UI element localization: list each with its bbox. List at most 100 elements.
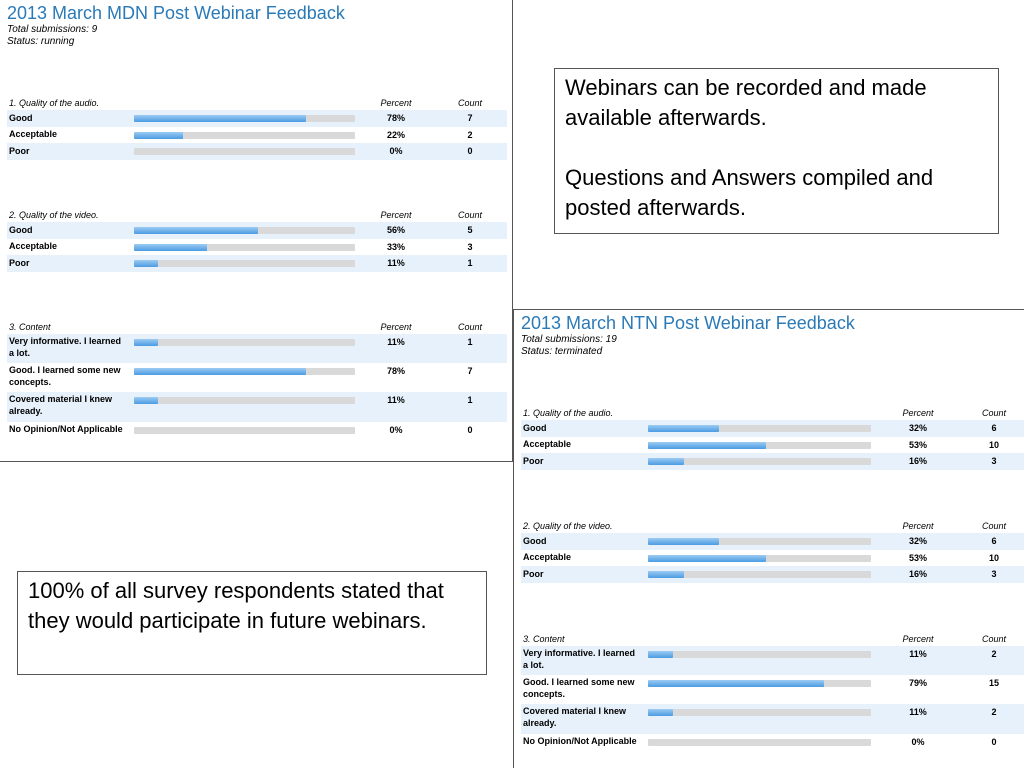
answer-count: 0 (467, 424, 473, 435)
answer-row: Covered material I knew already. 11% 1 (7, 392, 507, 422)
question-block: 1. Quality of the audio. Percent Count Good… (7, 98, 507, 161)
percent-bar (134, 426, 355, 434)
answer-count: 3 (467, 241, 473, 252)
question-block: 1. Quality of the audio. Percent Count Good… (521, 408, 1024, 471)
answer-label: Acceptable (9, 129, 58, 140)
answer-row: Very informative. I learned a lot. 11% 2 (521, 646, 1024, 676)
answer-label: Very informative. I learned a lot. (523, 648, 636, 670)
total-submissions: Total submissions: 9 (7, 24, 98, 35)
percent-bar-fill (134, 368, 307, 376)
answer-label: Acceptable (523, 439, 572, 450)
survey-panel-mdn: 2013 March MDN Post Webinar Feedback Tot… (0, 0, 513, 462)
answer-row: No Opinion/Not Applicable 0% 0 (521, 734, 1024, 763)
percent-header: Percent (380, 98, 412, 108)
question-header: 3. Content Percent Count (7, 322, 507, 334)
percent-bar (134, 114, 355, 122)
answer-percent: 11% (387, 395, 405, 406)
answer-count: 5 (467, 224, 473, 235)
answer-row: Good 56% 5 (7, 222, 507, 239)
question-header: 2. Quality of the video. Percent Count (7, 210, 507, 222)
count-header: Count (457, 210, 483, 220)
answer-label: Good (523, 422, 547, 433)
percent-bar (648, 554, 871, 562)
answer-row: Poor 16% 3 (521, 453, 1024, 471)
answer-percent: 0% (389, 146, 403, 157)
percent-bar (134, 243, 355, 251)
answer-count: 6 (991, 535, 997, 546)
survey-status: Status: running (7, 36, 75, 47)
total-submissions: Total submissions: 19 (521, 334, 617, 345)
answer-label: Very informative. I learned a lot. (9, 336, 122, 358)
answer-percent: 79% (908, 678, 927, 689)
answer-count: 0 (467, 146, 473, 157)
answer-percent: 78% (386, 112, 405, 123)
question-block: 2. Quality of the video. Percent Count Good… (7, 210, 507, 273)
answer-label: Poor (523, 455, 544, 466)
percent-bar-fill (134, 339, 159, 346)
question-label: 2. Quality of the video. (523, 521, 613, 531)
percent-bar (648, 424, 871, 432)
percent-bar-fill (134, 131, 183, 139)
answer-percent: 32% (908, 422, 927, 433)
question-header: 3. Content Percent Count (521, 634, 1024, 646)
percent-bar (134, 131, 355, 139)
percent-header: Percent (380, 322, 412, 332)
answer-count: 0 (991, 736, 997, 747)
answer-count: 3 (991, 456, 997, 467)
answer-label: Good (9, 112, 33, 123)
answer-label: Covered material I knew already. (523, 706, 627, 728)
answer-label: Good. I learned some new concepts. (9, 365, 121, 387)
percent-bar-fill (134, 243, 207, 251)
percent-header: Percent (902, 634, 934, 644)
percent-bar-fill (648, 424, 720, 432)
answer-percent: 33% (386, 241, 405, 252)
answer-row: No Opinion/Not Applicable 0% 0 (7, 422, 507, 451)
percent-bar (648, 680, 871, 688)
answer-label: No Opinion/Not Applicable (523, 735, 637, 746)
answer-label: Poor (9, 257, 30, 268)
percent-bar (648, 537, 871, 545)
count-header: Count (981, 634, 1007, 644)
percent-header: Percent (902, 521, 934, 531)
answer-count: 3 (991, 569, 997, 580)
percent-header: Percent (902, 408, 934, 418)
answer-percent: 53% (908, 552, 927, 563)
answer-count: 2 (991, 707, 997, 718)
percent-bar (134, 148, 355, 156)
count-header: Count (457, 98, 483, 108)
percent-bar (134, 368, 355, 376)
percent-bar-fill (134, 260, 159, 268)
survey-panel-ntn: 2013 March NTN Post Webinar Feedback Tot… (513, 309, 1024, 768)
answer-percent: 22% (386, 129, 405, 140)
answer-count: 7 (467, 112, 473, 123)
percent-bar (134, 397, 355, 405)
answer-row: Acceptable 53% 10 (521, 437, 1024, 454)
answer-count: 2 (467, 129, 473, 140)
question-header: 1. Quality of the audio. Percent Count (7, 98, 507, 110)
answer-percent: 78% (386, 366, 405, 377)
percent-bar-fill (648, 537, 720, 545)
note-qa-text: Questions and Answers compiled and poste… (565, 165, 934, 220)
note-recording-text: Webinars can be recorded and made availa… (565, 75, 927, 130)
question-header: 1. Quality of the audio. Percent Count (521, 408, 1024, 420)
percent-bar-fill (134, 114, 307, 122)
percent-bar-fill (648, 651, 673, 658)
note-respondents-text: 100% of all survey respondents stated th… (28, 578, 444, 633)
answer-percent: 11% (387, 258, 405, 269)
survey-status: Status: terminated (521, 346, 603, 357)
answer-label: Acceptable (9, 241, 58, 252)
answer-label: Poor (523, 568, 544, 579)
webinars-note: Webinars can be recorded and made availa… (554, 68, 999, 234)
answer-count: 10 (988, 552, 999, 563)
answer-count: 1 (467, 337, 473, 347)
percent-bar (134, 226, 355, 234)
percent-bar-fill (648, 680, 825, 688)
percent-bar-fill (648, 441, 767, 449)
percent-bar-fill (648, 554, 767, 562)
answer-percent: 11% (909, 649, 927, 659)
answer-percent: 0% (911, 736, 925, 747)
question-label: 3. Content (523, 634, 565, 644)
respondents-note: 100% of all survey respondents stated th… (17, 571, 487, 675)
answer-row: Very informative. I learned a lot. 11% 1 (7, 334, 507, 364)
answer-count: 10 (988, 439, 999, 450)
